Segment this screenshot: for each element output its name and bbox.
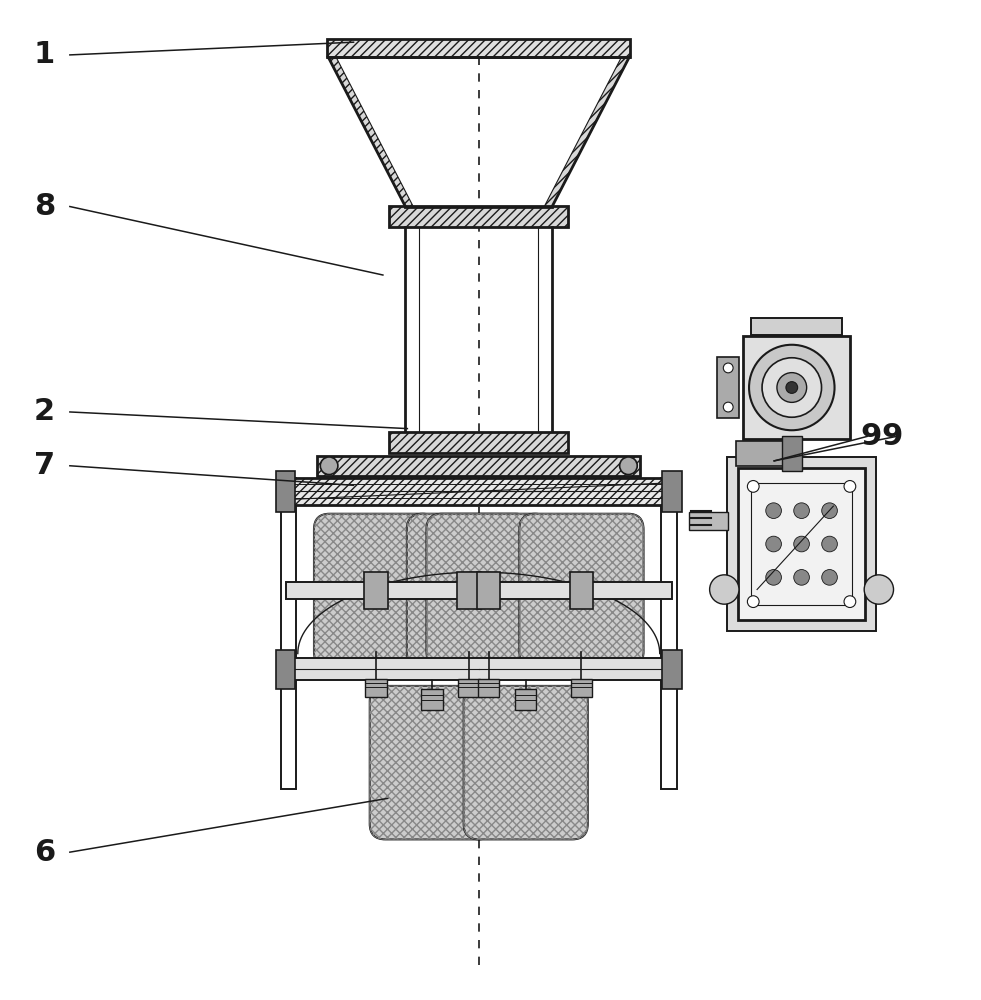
Bar <box>365 679 387 697</box>
Polygon shape <box>328 57 413 207</box>
Bar <box>478 679 499 697</box>
FancyBboxPatch shape <box>370 686 493 839</box>
Bar <box>515 689 537 710</box>
Circle shape <box>794 536 809 552</box>
Circle shape <box>844 596 855 608</box>
Circle shape <box>762 358 821 417</box>
Bar <box>661 478 677 789</box>
Bar <box>662 650 682 689</box>
Circle shape <box>786 382 798 393</box>
Circle shape <box>748 596 759 608</box>
Bar <box>421 689 442 710</box>
FancyBboxPatch shape <box>407 514 531 667</box>
Text: 7: 7 <box>34 451 55 480</box>
FancyBboxPatch shape <box>519 514 644 667</box>
Text: 1: 1 <box>34 40 55 69</box>
Circle shape <box>766 536 782 552</box>
Bar <box>389 206 568 227</box>
Bar <box>318 456 641 476</box>
FancyBboxPatch shape <box>464 686 588 839</box>
Bar <box>743 336 851 439</box>
Bar <box>285 582 672 599</box>
Circle shape <box>822 570 838 585</box>
Bar <box>389 432 568 453</box>
Circle shape <box>709 575 739 604</box>
Circle shape <box>620 457 638 475</box>
Bar <box>727 457 876 631</box>
Bar <box>662 471 682 512</box>
Bar <box>458 679 480 697</box>
Circle shape <box>844 481 855 492</box>
Circle shape <box>822 503 838 518</box>
Bar <box>285 658 672 680</box>
Circle shape <box>766 503 782 518</box>
Bar <box>570 572 594 609</box>
Circle shape <box>748 481 759 492</box>
Text: 8: 8 <box>34 192 55 221</box>
Bar <box>689 512 728 530</box>
Circle shape <box>723 402 733 412</box>
Circle shape <box>794 570 809 585</box>
Polygon shape <box>544 57 630 207</box>
Bar <box>276 471 295 512</box>
Bar <box>736 441 790 466</box>
Bar <box>738 468 865 620</box>
Bar <box>285 478 672 505</box>
Bar <box>782 436 801 471</box>
Text: 2: 2 <box>34 397 55 426</box>
Circle shape <box>723 363 733 373</box>
FancyBboxPatch shape <box>427 514 550 667</box>
Bar <box>327 39 631 57</box>
Bar <box>750 318 843 335</box>
Bar <box>477 572 500 609</box>
Text: 6: 6 <box>34 838 55 867</box>
Bar <box>276 650 295 689</box>
Circle shape <box>766 570 782 585</box>
Circle shape <box>320 457 337 475</box>
Bar <box>571 679 593 697</box>
Bar <box>717 357 739 418</box>
Circle shape <box>864 575 894 604</box>
Circle shape <box>794 503 809 518</box>
Bar <box>750 483 852 605</box>
Bar <box>457 572 481 609</box>
Circle shape <box>822 536 838 552</box>
Text: 9: 9 <box>860 422 882 451</box>
Circle shape <box>777 373 806 402</box>
Text: 9: 9 <box>882 422 904 451</box>
Circle shape <box>749 345 835 430</box>
Bar <box>364 572 387 609</box>
FancyBboxPatch shape <box>314 514 439 667</box>
Bar <box>281 478 296 789</box>
